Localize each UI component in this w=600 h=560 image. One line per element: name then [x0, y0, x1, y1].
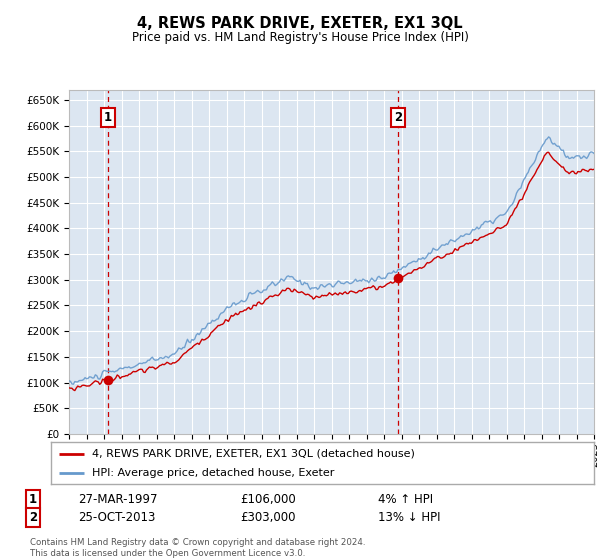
Text: 1: 1: [104, 111, 112, 124]
Text: 25-OCT-2013: 25-OCT-2013: [78, 511, 155, 524]
Text: 4, REWS PARK DRIVE, EXETER, EX1 3QL (detached house): 4, REWS PARK DRIVE, EXETER, EX1 3QL (det…: [92, 449, 415, 459]
Text: 13% ↓ HPI: 13% ↓ HPI: [378, 511, 440, 524]
Text: HPI: Average price, detached house, Exeter: HPI: Average price, detached house, Exet…: [92, 468, 334, 478]
Text: 1: 1: [29, 493, 37, 506]
Text: Contains HM Land Registry data © Crown copyright and database right 2024.
This d: Contains HM Land Registry data © Crown c…: [30, 538, 365, 558]
Text: 2: 2: [29, 511, 37, 524]
Text: 27-MAR-1997: 27-MAR-1997: [78, 493, 157, 506]
Text: £303,000: £303,000: [240, 511, 296, 524]
Text: 4, REWS PARK DRIVE, EXETER, EX1 3QL: 4, REWS PARK DRIVE, EXETER, EX1 3QL: [137, 16, 463, 31]
Text: £106,000: £106,000: [240, 493, 296, 506]
Text: Price paid vs. HM Land Registry's House Price Index (HPI): Price paid vs. HM Land Registry's House …: [131, 31, 469, 44]
Text: 2: 2: [394, 111, 403, 124]
Text: 4% ↑ HPI: 4% ↑ HPI: [378, 493, 433, 506]
